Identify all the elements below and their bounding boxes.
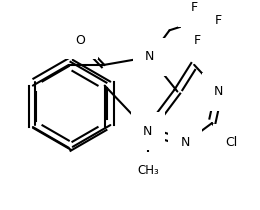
Text: N: N [145,50,154,63]
Text: O: O [76,34,86,47]
Text: N: N [181,136,190,149]
Text: Cl: Cl [226,136,238,149]
Text: F: F [191,1,198,14]
Text: F: F [214,14,222,27]
Text: N: N [214,85,224,98]
Text: N: N [143,125,152,138]
Text: CH₃: CH₃ [137,164,159,177]
Text: F: F [194,34,201,47]
